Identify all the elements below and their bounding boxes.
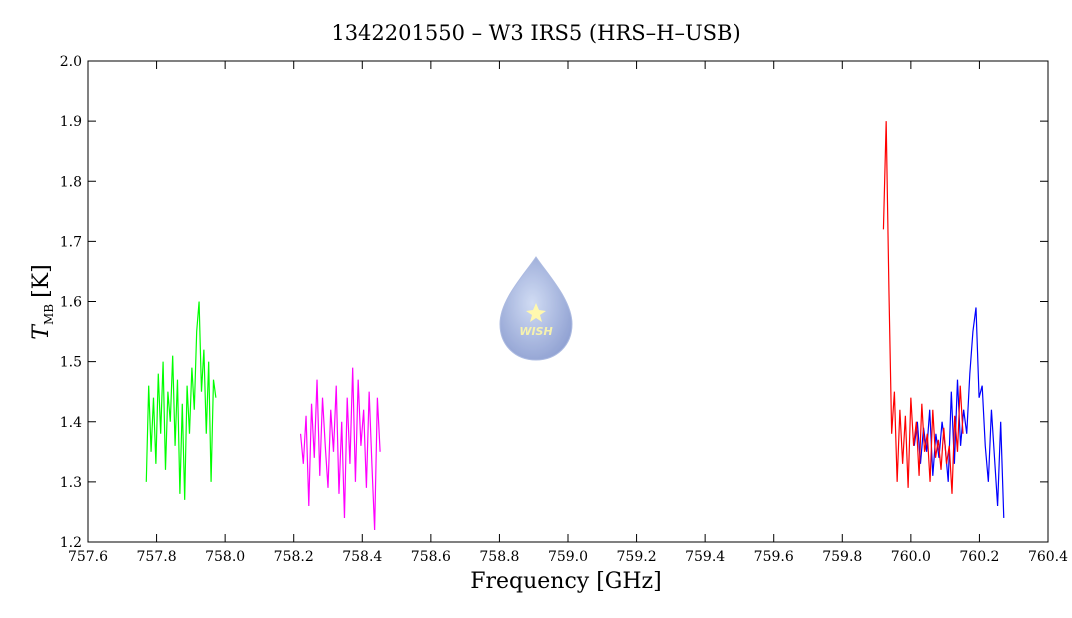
y-axis-label: TMB [K] [29,264,56,339]
spectrum-line [882,121,964,494]
x-tick-label: 758.6 [411,549,451,565]
spectrum-line [145,301,217,500]
chart-title: 1342201550 – W3 IRS5 (HRS–H–USB) [331,21,740,45]
logo: WISH [499,256,573,361]
x-tick-label: 758.8 [479,549,519,565]
logo-text: WISH [519,325,552,338]
y-tick-label: 1.4 [60,415,82,431]
y-tick-label: 1.5 [60,355,82,371]
y-tick-label: 1.7 [60,234,82,250]
x-tick-label: 758.0 [205,549,245,565]
y-tick-label: 1.6 [60,295,82,311]
x-tick-label: 760.2 [959,549,999,565]
x-tick-label: 758.2 [274,549,314,565]
spectrum-line [299,367,381,530]
x-tick-label: 759.8 [822,549,862,565]
y-tick-label: 1.3 [60,475,82,491]
x-tick-label: 759.0 [548,549,588,565]
x-tick-label: 757.8 [137,549,177,565]
x-tick-label: 760.4 [1028,549,1068,565]
logo-star [526,303,546,322]
y-tick-label: 1.9 [60,114,82,130]
y-label-symbol: T [29,323,54,340]
plot-frame [87,60,1049,543]
plot-area [145,121,1005,530]
x-tick-label: 759.6 [754,549,794,565]
x-tick-label: 758.4 [342,549,382,565]
x-tick-label: 759.2 [617,549,657,565]
x-tick-label: 759.4 [685,549,725,565]
y-label-unit: [K] [29,264,54,298]
y-tick-label: 1.8 [60,174,82,190]
x-tick-label: 757.6 [68,549,108,565]
x-axis-label: Frequency [GHz] [470,569,662,594]
y-tick-label: 1.2 [60,535,82,551]
y-tick-label: 2.0 [60,54,82,70]
x-tick-label: 760.0 [891,549,931,565]
y-label-subscript: MB [42,304,56,325]
